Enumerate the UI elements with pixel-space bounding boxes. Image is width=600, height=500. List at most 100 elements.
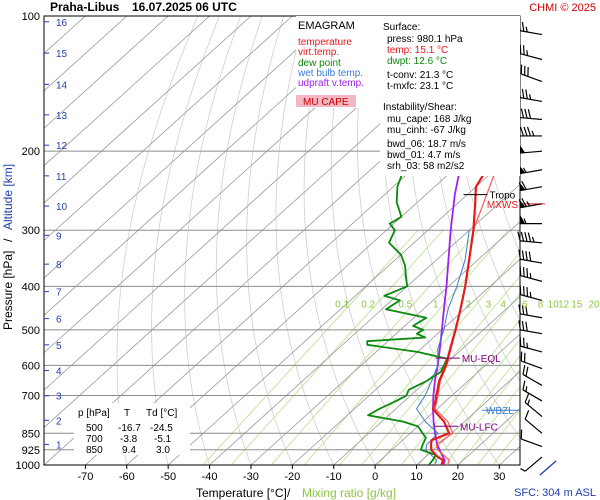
surface-title: Surface: [383,22,420,33]
dry-adiabat [584,16,600,465]
wind-barb [519,144,543,154]
wind-barb-half-feather [520,468,526,472]
wind-barb-feather [519,336,522,347]
wind-barb-half-feather [529,292,532,298]
wind-barb [518,304,543,319]
wind-barb-half-feather [526,201,531,207]
credit: CHMI © 2025 [529,2,596,14]
wind-barb-feather [525,366,529,377]
altitude-tick-label: 11 [56,172,67,183]
wind-barb-half-feather [523,218,527,224]
mixing-ratio-label: 1 [433,299,439,310]
isotherm [44,16,210,167]
table-row-td: -24.5 [150,423,173,434]
wind-barb-staff [524,418,543,434]
altitude-tick-label: 6 [56,315,62,326]
x-axis-label: Temperature [°C] [196,486,287,500]
instability-title: Instability/Shear: [383,102,457,113]
wind-barb-feather [521,21,525,32]
x-tick-label: 30 [493,471,505,483]
wind-barb-half-feather [531,236,535,243]
wind-barb [520,214,542,225]
isotherm [209,183,520,465]
wind-barb-half-feather [527,399,531,405]
isotherm [44,16,335,279]
y-axis-label: Pressure [hPa] [1,251,15,330]
altitude-tick-label: 1 [56,440,62,451]
mixing-ratio-label: 3 [486,299,492,310]
altitude-tick-label: 8 [56,260,62,271]
wind-barb [520,64,543,83]
wind-barb [519,285,543,302]
info-panel: Surface: press: 980.1 hPa temp: 15.1 °C … [380,16,520,176]
isotherm [541,16,600,465]
isotherm [126,109,520,465]
level-table-box [74,403,190,455]
wind-barb-staff [522,373,543,386]
wind-barb-half-feather [529,272,532,279]
x-axis-label-separator: / [287,486,291,500]
surface-press: press: 980.1 hPa [387,34,463,45]
x-tick-label: -20 [284,471,300,483]
wind-barb-feather [526,287,529,297]
wind-barb [524,393,543,418]
wind-barb [518,180,543,192]
wind-barb-feather [521,321,525,331]
station-name: Praha-Libus [50,0,120,14]
isotherm [44,16,252,204]
table-row-t: -16.7 [118,423,141,434]
wind-barb [517,231,543,244]
series-wet-bulb-temp [416,230,470,465]
mixing-ratio-label: 0.1 [335,299,349,310]
wind-barb-staff [521,73,543,83]
mixing-ratio-line [377,293,520,465]
wind-barb-staff [524,401,543,418]
x-tick-label: -70 [77,471,93,483]
wind-barb-feather [525,250,528,261]
x-tick-label: -10 [326,471,342,483]
table-row-p: 700 [86,434,103,445]
table-header-td: Td [°C] [146,408,177,419]
pressure-tick-label: 925 [22,445,40,457]
series-dew-point [366,16,500,465]
mixing-ratio-label: 6 [522,299,528,310]
altitude-tick-label: 10 [56,202,68,213]
mixing-ratio-line [303,229,509,465]
mixing-ratio-label: 15 [571,299,583,310]
level-label: Tropo [489,191,515,202]
dry-adiabat [518,16,520,34]
wind-barb-staff [520,97,543,103]
wind-barb-staff [522,389,543,402]
wind-barb [518,249,543,264]
mu-cape-label: MU CAPE [303,97,349,108]
surface-wind [539,460,557,476]
mixing-ratio-line [202,229,419,465]
wind-barb-staff [520,150,543,154]
wind-barb [520,429,543,448]
y-axis-label-altitude: Altitude [km] [1,164,15,230]
altitude-tick-label: 2 [56,416,62,427]
surface-elevation: SFC: 304 m ASL [514,487,596,499]
wind-barb-staff [524,456,543,472]
wind-barb-feather [521,88,525,99]
wind-barb-half-feather [526,50,529,56]
level-label: MU-LFC [460,422,498,433]
srh-03: srh_03: 58 m2/s2 [387,161,465,172]
mixing-ratio-line [443,368,520,465]
wind-barb-feather [517,231,521,242]
wind-barb-staff [520,329,543,335]
bwd-01: bwd_01: 4.7 m/s [387,150,460,161]
wind-barb-feather [528,251,532,262]
altitude-tick-label: 15 [56,49,68,60]
wind-barb-staff [520,186,543,192]
isotherm [167,146,520,465]
x-tick-label: -50 [160,471,176,483]
pressure-tick-label: 850 [22,428,40,440]
isotherm [416,370,520,465]
altitude-tick-label: 7 [56,288,62,299]
wind-barb [516,126,542,137]
wind-barb-half-feather [525,26,528,33]
isotherm [292,258,520,465]
